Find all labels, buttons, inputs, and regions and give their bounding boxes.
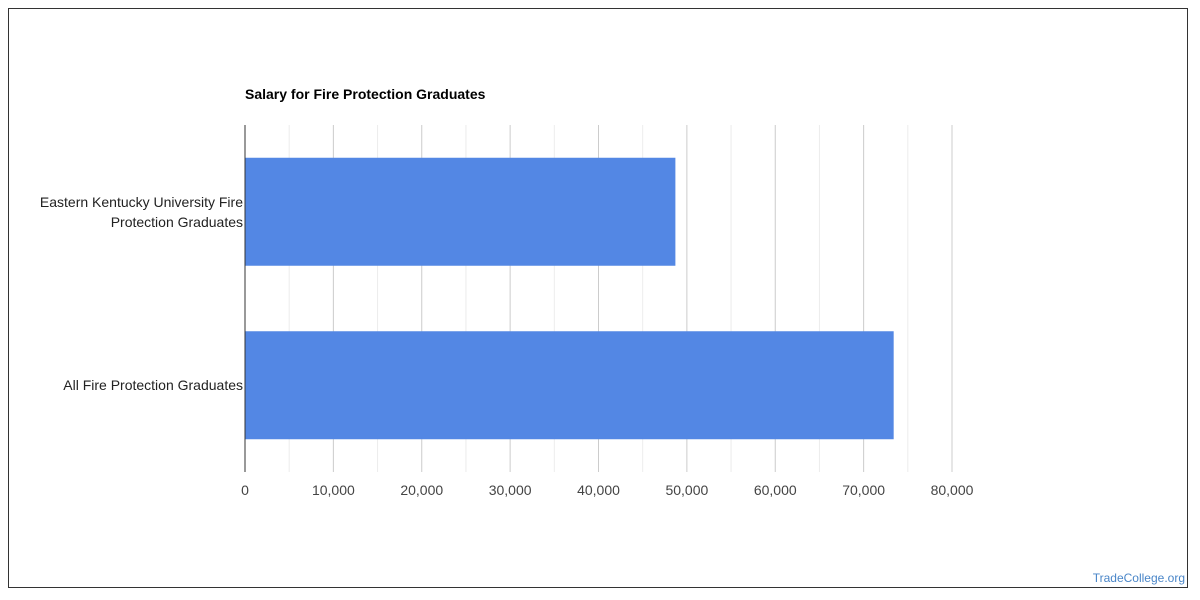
category-label-eku: Eastern Kentucky University Fire Protect… bbox=[39, 194, 243, 230]
x-tick-label: 20,000 bbox=[400, 482, 443, 498]
x-tick-label: 60,000 bbox=[754, 482, 797, 498]
x-tick-label: 50,000 bbox=[665, 482, 708, 498]
x-tick-label: 70,000 bbox=[842, 482, 885, 498]
bar bbox=[245, 157, 676, 266]
x-tick-label: 80,000 bbox=[931, 482, 974, 498]
x-tick-label: 30,000 bbox=[489, 482, 532, 498]
watermark-link[interactable]: TradeCollege.org bbox=[1092, 571, 1185, 585]
x-tick-label: 40,000 bbox=[577, 482, 620, 498]
category-label-all: All Fire Protection Graduates bbox=[63, 377, 243, 393]
chart-title: Salary for Fire Protection Graduates bbox=[245, 86, 486, 102]
x-tick-label: 0 bbox=[241, 482, 249, 498]
bar bbox=[245, 331, 894, 440]
x-tick-label: 10,000 bbox=[312, 482, 355, 498]
